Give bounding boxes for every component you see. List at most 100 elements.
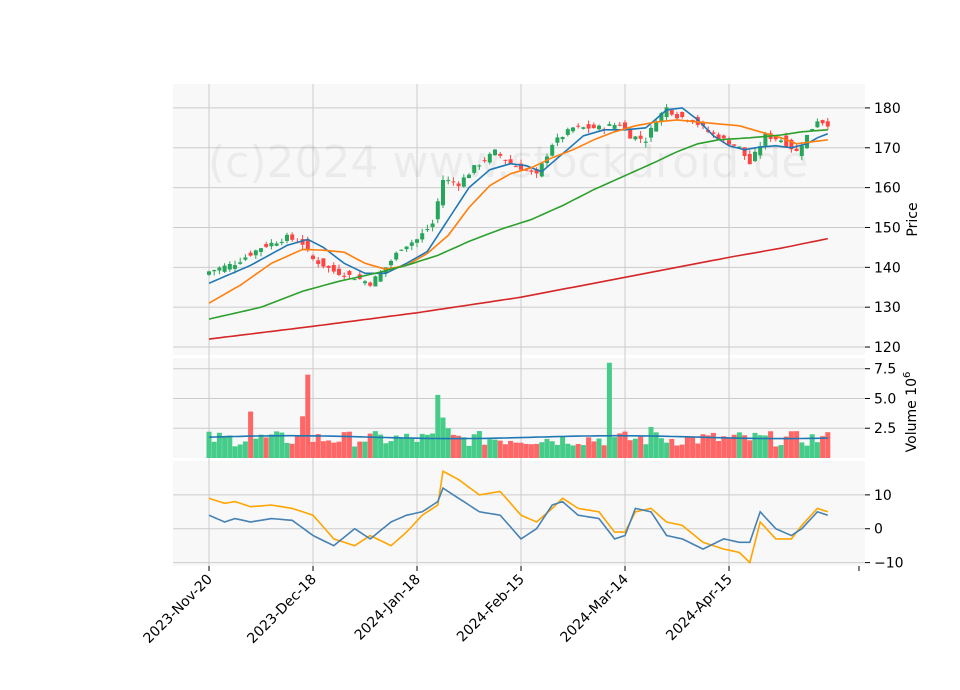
volume-bar	[450, 434, 456, 458]
candle-body	[305, 240, 310, 250]
candle-body	[815, 121, 820, 128]
candle-body	[441, 179, 445, 206]
candle-body	[742, 147, 747, 157]
x-tick-label: 2024-Mar-14	[558, 571, 632, 645]
volume-bar	[357, 441, 363, 458]
candle-body	[316, 260, 321, 264]
candle-body	[290, 234, 295, 240]
candle-body	[352, 279, 357, 281]
candle-body	[212, 270, 217, 272]
volume-bar	[258, 434, 264, 458]
volume-bar	[653, 432, 659, 458]
candle-body	[311, 255, 315, 260]
candle-body	[503, 159, 508, 161]
y-tick-label: 0	[874, 522, 883, 538]
candle-body	[217, 267, 222, 271]
volume-bar	[497, 440, 503, 458]
candle-body	[482, 160, 487, 162]
candle-body	[227, 263, 232, 270]
volume-bar	[216, 432, 222, 458]
candle-body	[534, 169, 539, 174]
candle-body	[430, 223, 435, 228]
price-panel	[173, 84, 865, 355]
candle-body	[487, 153, 492, 163]
volume-bar	[294, 436, 300, 458]
y-tick-label: 130	[874, 300, 901, 316]
volume-bar	[435, 394, 441, 458]
candle-body	[586, 124, 591, 129]
candle-body	[633, 136, 638, 140]
candle-body	[773, 135, 778, 140]
candle-body	[222, 265, 227, 272]
volume-bar	[378, 434, 384, 458]
volume-bar	[310, 441, 316, 458]
volume-bar	[705, 435, 711, 458]
volume-bar	[695, 443, 701, 458]
candle-body	[347, 271, 352, 275]
volume-bar	[560, 435, 566, 458]
candle-body	[591, 124, 596, 129]
candle-body	[820, 120, 825, 124]
volume-bar	[268, 434, 274, 458]
volume-bar	[549, 441, 555, 458]
volume-bar	[648, 427, 654, 458]
volume-bar	[534, 443, 540, 458]
volume-bar	[658, 438, 664, 458]
volume-bar	[362, 441, 368, 458]
volume-bar	[591, 441, 597, 458]
candle-body	[461, 177, 466, 187]
candle-body	[680, 111, 685, 118]
candle-body	[664, 107, 669, 118]
y-tick-label: 180	[874, 101, 901, 117]
y-tick-label: 150	[874, 220, 901, 236]
y-tick-label: 120	[874, 340, 901, 356]
volume-bar	[383, 443, 389, 458]
candle-body	[513, 166, 518, 168]
candle-body	[331, 265, 336, 272]
candle-body	[207, 271, 211, 275]
volume-bar	[393, 435, 399, 458]
candle-body	[477, 165, 482, 167]
y-tick-label: 2.5	[874, 421, 896, 437]
candle-body	[248, 252, 253, 256]
candle-body	[649, 127, 653, 138]
candle-body	[659, 113, 664, 122]
volume-bar	[404, 433, 410, 458]
candle-body	[389, 260, 393, 266]
candle-body	[321, 258, 326, 267]
volume-bar	[471, 434, 477, 458]
volume-bar	[742, 435, 748, 458]
volume-bar	[638, 436, 644, 458]
y-tick-label: 10	[874, 488, 892, 504]
volume-bar	[809, 434, 815, 458]
y-tick-label: 7.5	[874, 362, 896, 378]
volume-bar	[554, 444, 560, 458]
volume-bar	[539, 442, 545, 458]
volume-bar	[305, 374, 311, 458]
candle-body	[539, 163, 544, 177]
volume-bar	[398, 437, 404, 458]
moving-average-line-4	[208, 237, 828, 340]
candle-body	[721, 135, 726, 139]
oscillator-line-2	[208, 486, 829, 550]
volume-bar	[445, 428, 451, 458]
y-axis-label-volume: Volume 106	[902, 372, 920, 453]
moving-average-line-3	[208, 129, 828, 320]
y-axis-label-price: Price	[905, 202, 921, 236]
volume-bar	[456, 435, 462, 458]
volume-bar	[768, 431, 774, 458]
volume-bar	[679, 444, 685, 458]
moving-average-line-2	[208, 119, 828, 304]
volume-bar	[518, 442, 524, 458]
volume-bar	[690, 436, 696, 458]
volume-bar	[367, 433, 373, 458]
candle-body	[758, 146, 763, 156]
candle-body	[555, 137, 560, 143]
volume-bar	[617, 433, 623, 458]
candle-body	[285, 234, 289, 241]
volume-bar	[799, 442, 805, 458]
candle-body	[519, 163, 523, 170]
volume-bar	[482, 444, 488, 458]
candle-body	[363, 281, 367, 284]
